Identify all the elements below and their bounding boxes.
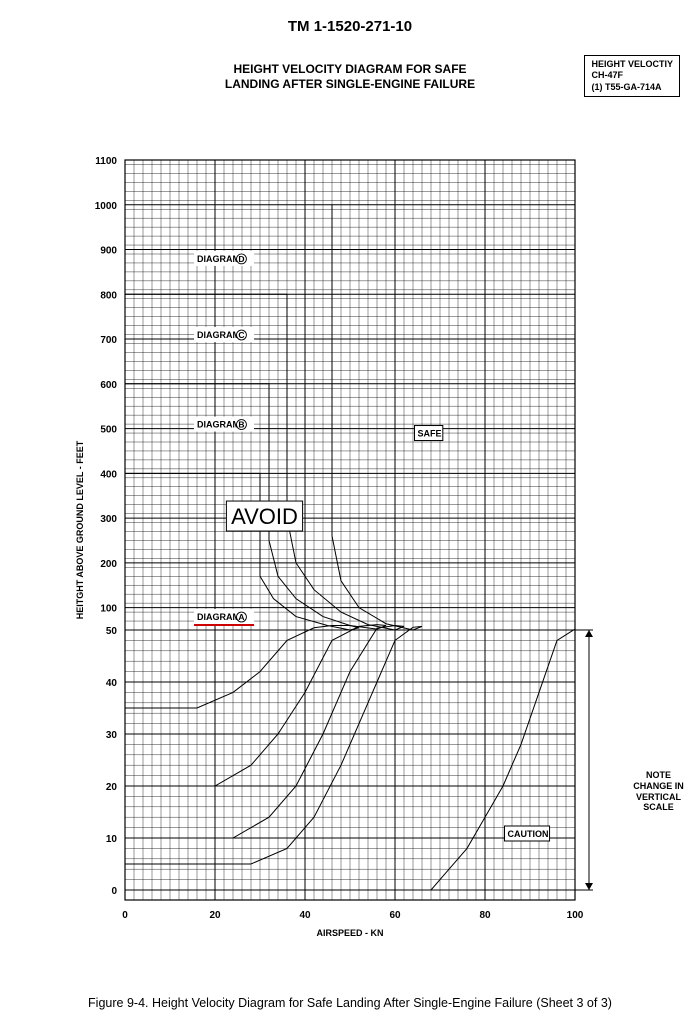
svg-text:900: 900 [100, 246, 117, 257]
figure-caption: Figure 9-4. Height Velocity Diagram for … [0, 996, 700, 1010]
info-box: HEIGHT VELOCTIY CH-47F (1) T55-GA-714A [584, 55, 680, 97]
page: TM 1-1520-271-10 HEIGHT VELOCITY DIAGRAM… [0, 0, 700, 1024]
svg-text:10: 10 [106, 834, 118, 845]
document-tm-number: TM 1-1520-271-10 [0, 18, 700, 35]
svg-text:30: 30 [106, 730, 118, 741]
svg-text:0: 0 [122, 910, 128, 921]
scale-change-note-text: NOTE CHANGE IN VERTICAL SCALE [631, 770, 686, 813]
svg-text:DIAGRAM: DIAGRAM [197, 420, 240, 430]
svg-text:DIAGRAM: DIAGRAM [197, 612, 240, 622]
svg-text:DIAGRAM: DIAGRAM [197, 330, 240, 340]
svg-text:SAFE: SAFE [418, 429, 442, 439]
svg-text:A: A [238, 612, 244, 622]
svg-text:CAUTION: CAUTION [508, 829, 549, 839]
svg-text:0: 0 [111, 886, 117, 897]
chart: 0204060801000102030405010020030040050060… [60, 150, 610, 940]
svg-text:C: C [238, 330, 244, 340]
svg-text:600: 600 [100, 380, 117, 391]
svg-text:200: 200 [100, 559, 117, 570]
svg-text:700: 700 [100, 335, 117, 346]
scale-change-note: NOTE CHANGE IN VERTICAL SCALE [631, 770, 686, 813]
svg-text:60: 60 [389, 910, 401, 921]
chart-svg: 0204060801000102030405010020030040050060… [60, 150, 610, 940]
svg-text:B: B [238, 420, 244, 430]
svg-text:20: 20 [209, 910, 221, 921]
info-line2: CH-47F [591, 70, 673, 81]
svg-text:100: 100 [567, 910, 584, 921]
svg-text:400: 400 [100, 469, 117, 480]
svg-text:HEITGHT ABOVE GROUND LEVEL - F: HEITGHT ABOVE GROUND LEVEL - FEET [75, 440, 85, 619]
svg-text:20: 20 [106, 782, 118, 793]
diagram-c [125, 294, 404, 838]
info-line3: (1) T55-GA-714A [591, 82, 673, 93]
svg-text:50: 50 [106, 626, 118, 637]
svg-text:300: 300 [100, 514, 117, 525]
diagram-b [125, 384, 386, 786]
svg-text:D: D [238, 254, 244, 264]
svg-text:1100: 1100 [95, 156, 117, 167]
svg-text:DIAGRAM: DIAGRAM [197, 254, 240, 264]
svg-text:AVOID: AVOID [231, 504, 298, 529]
info-line1: HEIGHT VELOCTIY [591, 59, 673, 70]
svg-text:AIRSPEED - KN: AIRSPEED - KN [316, 928, 383, 938]
svg-text:100: 100 [100, 604, 117, 615]
svg-text:500: 500 [100, 425, 117, 436]
svg-text:40: 40 [299, 910, 311, 921]
svg-text:40: 40 [106, 678, 118, 689]
svg-text:800: 800 [100, 290, 117, 301]
svg-text:80: 80 [479, 910, 491, 921]
svg-text:1000: 1000 [95, 201, 118, 212]
